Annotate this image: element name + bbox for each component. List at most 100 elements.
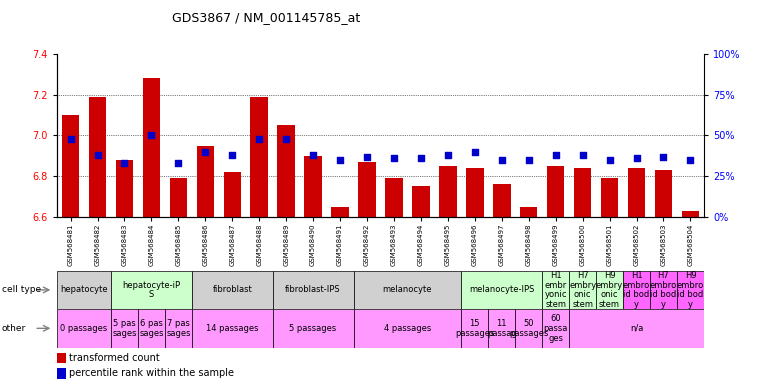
Text: H1
embr
yonic
stem: H1 embr yonic stem (544, 271, 567, 309)
Bar (489, 309, 515, 348)
Point (469, 149, 481, 155)
Text: fibroblast-IPS: fibroblast-IPS (285, 285, 341, 295)
Bar (574, 168, 591, 217)
Bar (354, 271, 461, 309)
Text: fibroblast: fibroblast (212, 285, 252, 295)
Text: H1
embro
id bod
y: H1 embro id bod y (623, 271, 650, 309)
Text: H7
embro
id bod
y: H7 embro id bod y (650, 271, 677, 309)
Text: 5 passages: 5 passages (289, 324, 337, 333)
Text: 4 passages: 4 passages (384, 324, 431, 333)
Text: hepatocyte: hepatocyte (60, 285, 108, 295)
Bar (196, 146, 214, 217)
Text: H7
embry
onic
stem: H7 embry onic stem (569, 271, 597, 309)
Bar (278, 125, 295, 217)
Bar (461, 309, 489, 348)
Text: percentile rank within the sample: percentile rank within the sample (69, 368, 234, 378)
Text: melanocyte-IPS: melanocyte-IPS (469, 285, 534, 295)
Bar (57, 353, 65, 363)
Bar (543, 309, 569, 348)
Point (145, 132, 158, 139)
Point (495, 157, 508, 163)
Bar (272, 271, 354, 309)
Bar (250, 97, 268, 217)
Bar (654, 170, 672, 217)
Bar (192, 309, 272, 348)
Text: 50
passages: 50 passages (509, 319, 549, 338)
Text: 14 passages: 14 passages (206, 324, 259, 333)
Bar (111, 309, 138, 348)
Text: 5 pas
sages: 5 pas sages (112, 319, 137, 338)
Bar (272, 309, 354, 348)
Text: n/a: n/a (630, 324, 643, 333)
Bar (304, 156, 322, 217)
Bar (111, 271, 192, 309)
Bar (62, 115, 79, 217)
Text: hepatocyte-iP
S: hepatocyte-iP S (123, 281, 180, 299)
Text: 60
passa
ges: 60 passa ges (543, 314, 568, 343)
Text: GDS3867 / NM_001145785_at: GDS3867 / NM_001145785_at (172, 12, 361, 25)
Bar (677, 271, 704, 309)
Bar (543, 271, 569, 309)
Text: 15
passages: 15 passages (455, 319, 495, 338)
Point (388, 155, 400, 161)
Bar (142, 78, 160, 217)
Text: other: other (2, 324, 26, 333)
Bar (466, 168, 483, 217)
Bar (138, 309, 165, 348)
Point (280, 136, 292, 142)
Bar (331, 207, 349, 217)
Point (415, 155, 427, 161)
Bar (628, 168, 645, 217)
Bar (547, 166, 565, 217)
Bar (89, 97, 107, 217)
Text: melanocyte: melanocyte (383, 285, 432, 295)
Text: 6 pas
sages: 6 pas sages (139, 319, 164, 338)
Text: 11
passag: 11 passag (487, 319, 517, 338)
Bar (601, 178, 619, 217)
Bar (412, 186, 430, 217)
Bar (569, 309, 704, 348)
Bar (461, 271, 542, 309)
Point (577, 152, 589, 158)
Text: cell type: cell type (2, 285, 40, 295)
Bar (358, 162, 376, 217)
Bar (57, 309, 111, 348)
Bar (224, 172, 241, 217)
Point (523, 157, 535, 163)
Bar (596, 271, 623, 309)
Bar (682, 211, 699, 217)
Point (684, 157, 696, 163)
Bar (57, 368, 65, 379)
Point (334, 157, 346, 163)
Point (603, 157, 616, 163)
Text: 0 passages: 0 passages (60, 324, 107, 333)
Bar (170, 178, 187, 217)
Point (361, 154, 373, 160)
Bar (623, 271, 650, 309)
Point (630, 155, 642, 161)
Bar (515, 309, 543, 348)
Point (119, 160, 131, 166)
Point (65, 136, 77, 142)
Bar (165, 309, 192, 348)
Bar (569, 271, 596, 309)
Point (307, 152, 319, 158)
Bar (439, 166, 457, 217)
Text: transformed count: transformed count (69, 353, 160, 363)
Bar (116, 160, 133, 217)
Point (549, 152, 562, 158)
Point (658, 154, 670, 160)
Bar (493, 184, 511, 217)
Point (253, 136, 266, 142)
Point (226, 152, 238, 158)
Bar (354, 309, 461, 348)
Text: 7 pas
sages: 7 pas sages (166, 319, 190, 338)
Bar (385, 178, 403, 217)
Bar (57, 271, 111, 309)
Text: H9
embro
id bod
y: H9 embro id bod y (677, 271, 704, 309)
Text: H9
embry
onic
stem: H9 embry onic stem (596, 271, 623, 309)
Point (442, 152, 454, 158)
Bar (520, 207, 537, 217)
Point (172, 160, 184, 166)
Point (199, 149, 212, 155)
